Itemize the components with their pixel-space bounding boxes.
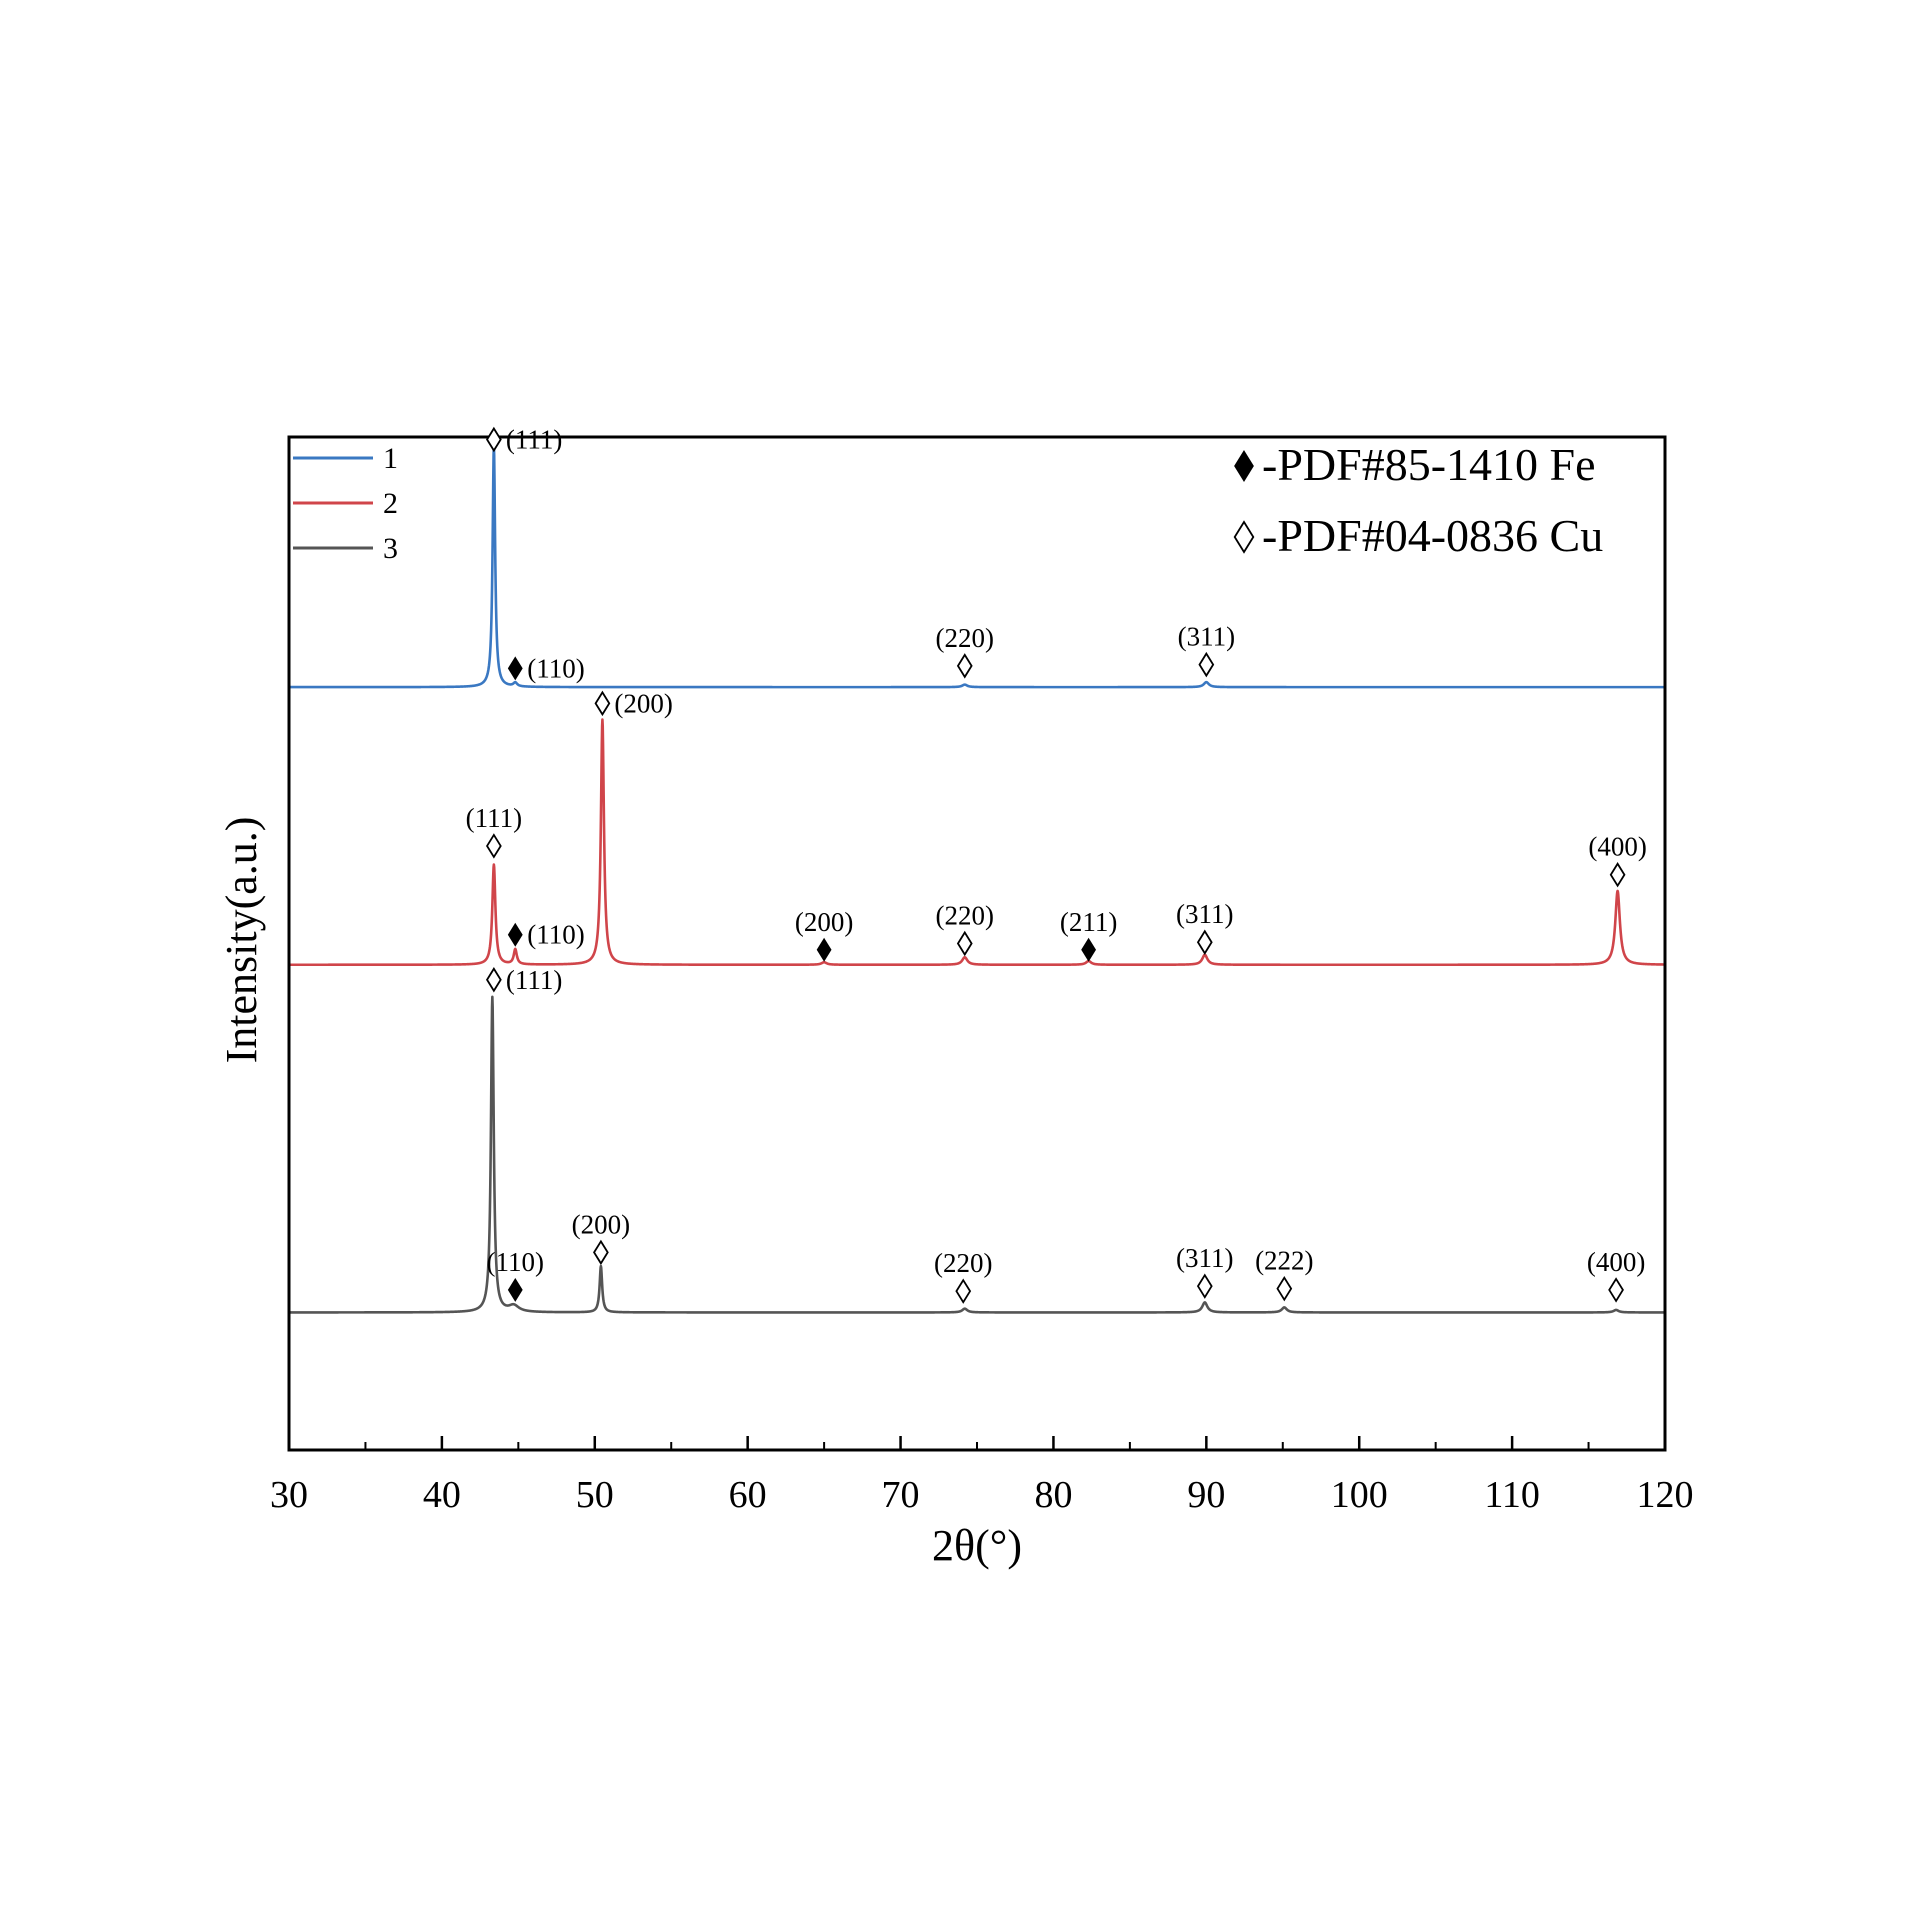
peak-label: (311)	[1176, 1243, 1233, 1273]
cu-peak-marker	[1196, 929, 1213, 955]
peak-annotation: (110)	[507, 653, 585, 683]
peak-annotation: (220)	[936, 901, 994, 957]
cu-peak-marker	[593, 1239, 609, 1266]
y-axis-title: Intensity(a.u.)	[217, 817, 266, 1064]
peak-annotation: (400)	[1588, 832, 1647, 888]
peak-annotation: (311)	[1176, 899, 1234, 955]
peak-annotation: (220)	[934, 1248, 992, 1304]
annotation-layer: (111) (110) (220) (311) (200) (111) (110) (200)…	[466, 425, 1647, 1304]
legend: 1 2 3	[293, 442, 398, 565]
cu-peak-marker	[485, 967, 502, 993]
peak-label: (211)	[1060, 907, 1117, 937]
peak-annotation: (400)	[1587, 1247, 1645, 1303]
peak-annotation: (211)	[1060, 907, 1117, 962]
cu-key-marker	[1233, 520, 1255, 554]
cu-peak-marker	[956, 653, 973, 679]
fe-peak-marker	[507, 656, 523, 681]
peak-annotation: (200)	[572, 1209, 630, 1266]
peak-label: (220)	[936, 901, 994, 931]
x-tick-label: 90	[1187, 1474, 1225, 1516]
peak-label: (110)	[487, 1247, 544, 1277]
x-tick-label: 40	[423, 1474, 461, 1516]
x-tick-label: 60	[729, 1474, 767, 1516]
peak-annotation: (222)	[1255, 1246, 1314, 1302]
cu-peak-marker	[1276, 1275, 1293, 1302]
x-tick-label: 50	[576, 1474, 614, 1516]
fe-key-marker	[1234, 450, 1254, 482]
peak-label: (110)	[527, 920, 584, 950]
x-tick-label: 30	[270, 1474, 308, 1516]
x-axis-title: 2θ(°)	[932, 1521, 1022, 1570]
peak-label: (311)	[1176, 899, 1233, 929]
peak-annotation: (200)	[594, 688, 673, 718]
x-tick-label: 110	[1484, 1474, 1540, 1516]
peak-label: (400)	[1588, 832, 1646, 862]
peak-label: (200)	[614, 688, 672, 718]
cu-peak-marker	[955, 1278, 972, 1304]
plot-layer	[289, 444, 1665, 1314]
fe-peak-marker	[816, 937, 832, 962]
peak-label: (111)	[506, 425, 562, 455]
fe-peak-marker	[507, 922, 523, 947]
series-2-line	[289, 718, 1665, 967]
fe-peak-marker	[507, 1277, 523, 1302]
cu-peak-marker	[1198, 651, 1215, 678]
series-1-line	[289, 444, 1665, 689]
fe-peak-marker	[1081, 937, 1097, 962]
peak-label: (111)	[466, 803, 522, 833]
cu-peak-marker	[1196, 1273, 1213, 1299]
series-3-line	[289, 995, 1665, 1314]
cu-peak-marker	[594, 690, 611, 717]
peak-annotation: (311)	[1178, 622, 1235, 678]
cu-peak-marker	[956, 930, 973, 957]
peak-annotation: (200)	[795, 907, 853, 962]
peak-label: (200)	[572, 1209, 630, 1239]
peak-annotation: (111)	[485, 425, 562, 455]
peak-label: (222)	[1255, 1246, 1313, 1276]
cu-peak-marker	[1608, 1277, 1624, 1303]
peak-annotation: (111)	[466, 803, 522, 859]
peak-label: (110)	[527, 653, 584, 683]
peak-annotation: (110)	[507, 920, 585, 950]
legend-label: 3	[383, 532, 398, 565]
peak-label: (400)	[1587, 1247, 1645, 1277]
peak-label: (220)	[934, 1248, 992, 1278]
legend-label: 1	[383, 442, 398, 475]
peak-annotation: (220)	[936, 623, 994, 679]
peak-annotation: (311)	[1176, 1243, 1234, 1299]
legend-label: 2	[383, 487, 398, 520]
phase-key-label: -PDF#85-1410 Fe	[1262, 439, 1596, 490]
peak-label: (220)	[936, 623, 994, 653]
peak-label: (311)	[1178, 622, 1235, 652]
cu-peak-marker	[485, 426, 502, 453]
peak-label: (200)	[795, 907, 853, 937]
phase-key-label: -PDF#04-0836 Cu	[1262, 510, 1603, 561]
phase-key: -PDF#85-1410 Fe -PDF#04-0836 Cu	[1233, 439, 1603, 561]
peak-annotation: (110)	[487, 1247, 544, 1302]
cu-peak-marker	[485, 833, 502, 859]
axes-layer: 30 40 50 60 70 80 90 100 110 120	[270, 1436, 1694, 1516]
x-tick-label: 120	[1637, 1474, 1694, 1516]
x-tick-label: 100	[1331, 1474, 1388, 1516]
peak-annotation: (111)	[485, 965, 562, 995]
cu-peak-marker	[1609, 862, 1626, 888]
x-tick-label: 80	[1034, 1474, 1072, 1516]
x-tick-label: 70	[882, 1474, 920, 1516]
peak-label: (111)	[506, 965, 562, 995]
